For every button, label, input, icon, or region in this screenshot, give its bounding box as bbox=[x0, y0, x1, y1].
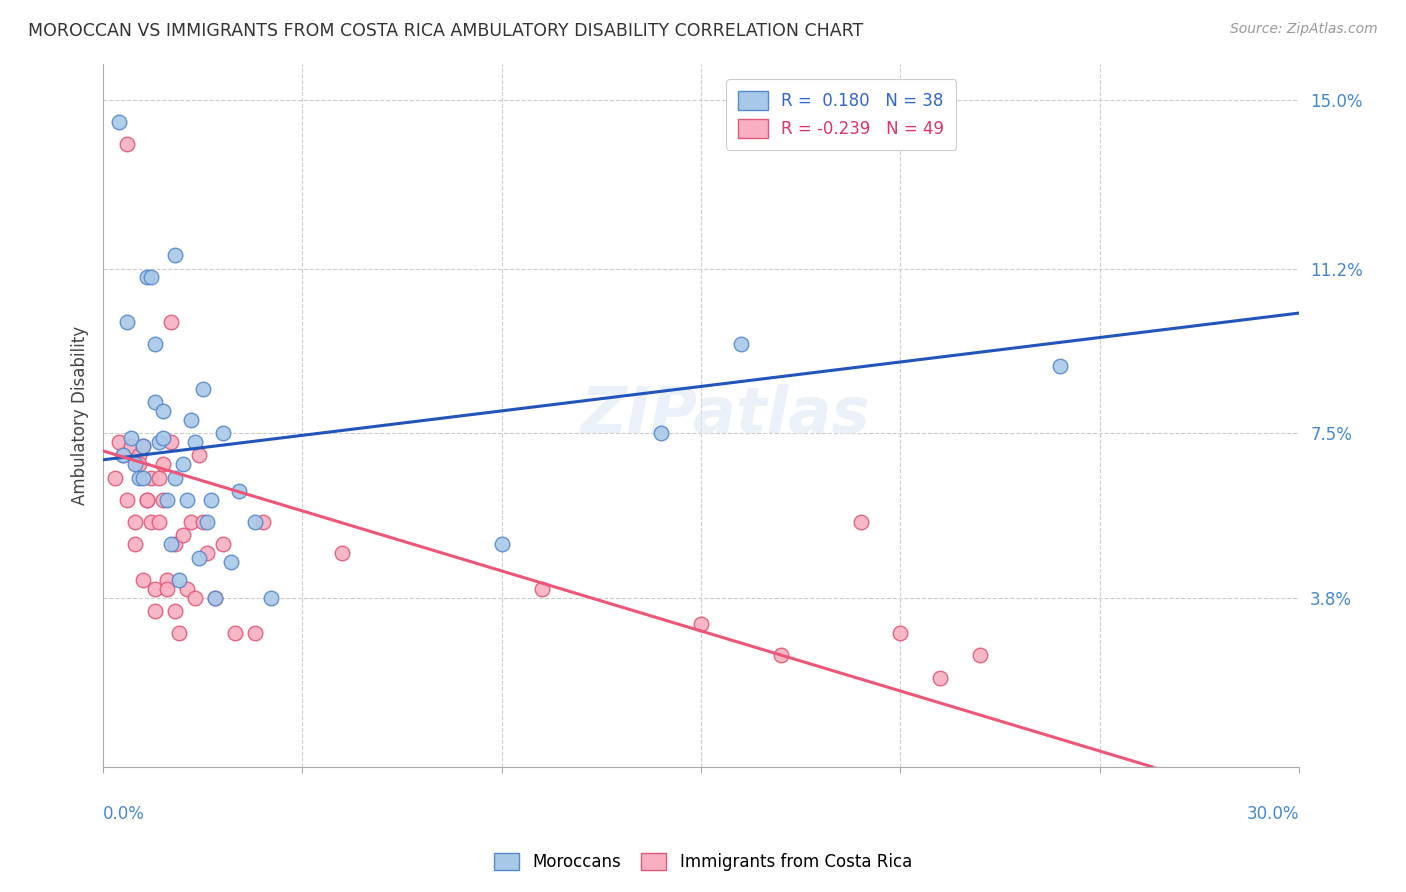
Point bbox=[180, 515, 202, 529]
Point bbox=[211, 537, 233, 551]
Text: MOROCCAN VS IMMIGRANTS FROM COSTA RICA AMBULATORY DISABILITY CORRELATION CHART: MOROCCAN VS IMMIGRANTS FROM COSTA RICA A… bbox=[28, 22, 863, 40]
Point bbox=[889, 626, 911, 640]
Point bbox=[187, 448, 209, 462]
Point bbox=[769, 648, 792, 663]
Point bbox=[163, 604, 186, 618]
Point bbox=[124, 457, 146, 471]
Point bbox=[243, 515, 266, 529]
Point bbox=[969, 648, 991, 663]
Text: ZIPatlas: ZIPatlas bbox=[581, 384, 870, 446]
Point bbox=[184, 435, 207, 450]
Legend: Moroccans, Immigrants from Costa Rica: Moroccans, Immigrants from Costa Rica bbox=[486, 845, 920, 880]
Point bbox=[156, 492, 179, 507]
Point bbox=[132, 573, 155, 587]
Point bbox=[849, 515, 872, 529]
Text: Source: ZipAtlas.com: Source: ZipAtlas.com bbox=[1230, 22, 1378, 37]
Point bbox=[112, 448, 135, 462]
Point bbox=[152, 457, 174, 471]
Point bbox=[132, 440, 155, 454]
Point bbox=[160, 537, 183, 551]
Point bbox=[115, 315, 138, 329]
Point bbox=[124, 537, 146, 551]
Point bbox=[219, 555, 242, 569]
Point bbox=[128, 457, 150, 471]
Point bbox=[204, 591, 226, 605]
Point bbox=[163, 470, 186, 484]
Point bbox=[172, 528, 194, 542]
Point bbox=[108, 435, 131, 450]
Point bbox=[139, 270, 162, 285]
Point bbox=[650, 426, 672, 441]
Point bbox=[191, 515, 214, 529]
Point bbox=[530, 582, 553, 596]
Point bbox=[252, 515, 274, 529]
Point bbox=[1049, 359, 1071, 374]
Point bbox=[143, 582, 166, 596]
Point bbox=[139, 470, 162, 484]
Point bbox=[690, 617, 713, 632]
Point bbox=[112, 448, 135, 462]
Point bbox=[136, 270, 159, 285]
Point bbox=[143, 604, 166, 618]
Point bbox=[132, 440, 155, 454]
Point bbox=[108, 115, 131, 129]
Point bbox=[730, 337, 752, 351]
Point bbox=[128, 470, 150, 484]
Point bbox=[152, 404, 174, 418]
Point bbox=[243, 626, 266, 640]
Point bbox=[176, 582, 198, 596]
Point bbox=[228, 483, 250, 498]
Point bbox=[143, 337, 166, 351]
Point bbox=[160, 315, 183, 329]
Point bbox=[167, 573, 190, 587]
Y-axis label: Ambulatory Disability: Ambulatory Disability bbox=[72, 326, 89, 505]
Point bbox=[152, 492, 174, 507]
Point bbox=[204, 591, 226, 605]
Point bbox=[115, 492, 138, 507]
Point bbox=[156, 582, 179, 596]
Point bbox=[163, 248, 186, 262]
Point bbox=[148, 515, 170, 529]
Point bbox=[104, 470, 127, 484]
Point bbox=[195, 515, 218, 529]
Point bbox=[128, 448, 150, 462]
Legend: R =  0.180   N = 38, R = -0.239   N = 49: R = 0.180 N = 38, R = -0.239 N = 49 bbox=[725, 79, 956, 150]
Point bbox=[191, 382, 214, 396]
Point bbox=[187, 550, 209, 565]
Point bbox=[152, 431, 174, 445]
Point bbox=[491, 537, 513, 551]
Point bbox=[167, 626, 190, 640]
Point bbox=[148, 435, 170, 450]
Point bbox=[143, 395, 166, 409]
Point bbox=[120, 440, 142, 454]
Point bbox=[136, 492, 159, 507]
Point bbox=[259, 591, 281, 605]
Text: 30.0%: 30.0% bbox=[1247, 805, 1299, 823]
Point bbox=[929, 671, 952, 685]
Point bbox=[160, 435, 183, 450]
Point bbox=[132, 470, 155, 484]
Point bbox=[139, 515, 162, 529]
Point bbox=[211, 426, 233, 441]
Point bbox=[224, 626, 246, 640]
Point bbox=[136, 492, 159, 507]
Point bbox=[200, 492, 222, 507]
Point bbox=[148, 470, 170, 484]
Point bbox=[330, 546, 353, 560]
Point bbox=[115, 137, 138, 152]
Point bbox=[120, 431, 142, 445]
Point bbox=[163, 537, 186, 551]
Point bbox=[195, 546, 218, 560]
Point bbox=[172, 457, 194, 471]
Point bbox=[184, 591, 207, 605]
Point bbox=[180, 413, 202, 427]
Text: 0.0%: 0.0% bbox=[103, 805, 145, 823]
Point bbox=[156, 573, 179, 587]
Point bbox=[124, 515, 146, 529]
Point bbox=[176, 492, 198, 507]
